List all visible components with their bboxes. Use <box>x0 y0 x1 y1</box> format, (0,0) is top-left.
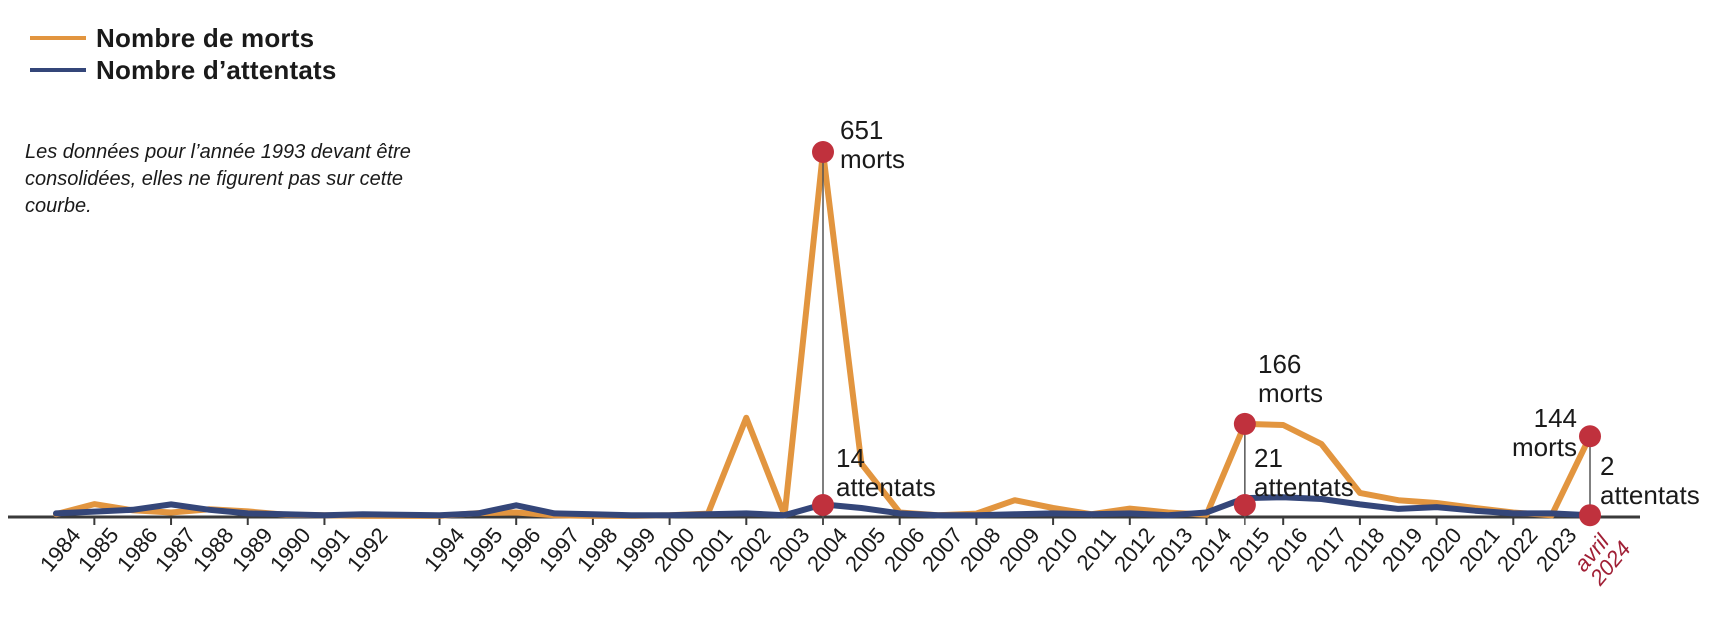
annotation-2004-attentats: 14 attentats <box>836 444 936 502</box>
attentats-marker-dot <box>812 494 834 516</box>
attentats-marker-dot <box>1579 504 1601 527</box>
annotation-unit: attentats <box>836 472 936 502</box>
attentats-line-swatch <box>30 68 86 72</box>
annotation-value: 2 <box>1600 451 1615 481</box>
annotation-value: 14 <box>836 443 865 473</box>
footnote-1993: Les données pour l’année 1993 devant êtr… <box>25 141 411 217</box>
annotation-unit: attentats <box>1600 480 1700 510</box>
legend-label-attentats: Nombre d’attentats <box>96 54 337 85</box>
annotation-unit: morts <box>1512 432 1577 462</box>
attentats-marker-dot <box>1233 494 1256 516</box>
annotation-2015-morts: 166 morts <box>1258 350 1323 408</box>
legend-item-morts: Nombre de morts <box>30 22 337 54</box>
annotation-unit: attentats <box>1254 472 1354 502</box>
annotation-unit: morts <box>840 144 905 174</box>
annotation-value: 144 <box>1533 403 1577 433</box>
morts-marker-dot <box>1233 412 1256 435</box>
annotation-unit: morts <box>1258 378 1323 408</box>
annotation-2024-attentats: 2 attentats <box>1600 452 1700 510</box>
annotation-value: 651 <box>840 115 884 145</box>
annotation-value: 166 <box>1258 349 1302 379</box>
morts-marker-dot <box>1579 425 1601 448</box>
legend-item-attentats: Nombre d’attentats <box>30 54 337 86</box>
attentats-series-line <box>53 494 1593 519</box>
legend: Nombre de morts Nombre d’attentats <box>30 22 337 86</box>
annotation-2024-morts: 144 morts <box>1512 404 1577 462</box>
annotation-2004-morts: 651 morts <box>840 116 905 174</box>
legend-label-morts: Nombre de morts <box>96 22 315 53</box>
annotation-value: 21 <box>1254 443 1283 473</box>
annotation-2015-attentats: 21 attentats <box>1254 444 1354 502</box>
morts-marker-dot <box>812 140 834 163</box>
morts-line-swatch <box>30 36 86 40</box>
